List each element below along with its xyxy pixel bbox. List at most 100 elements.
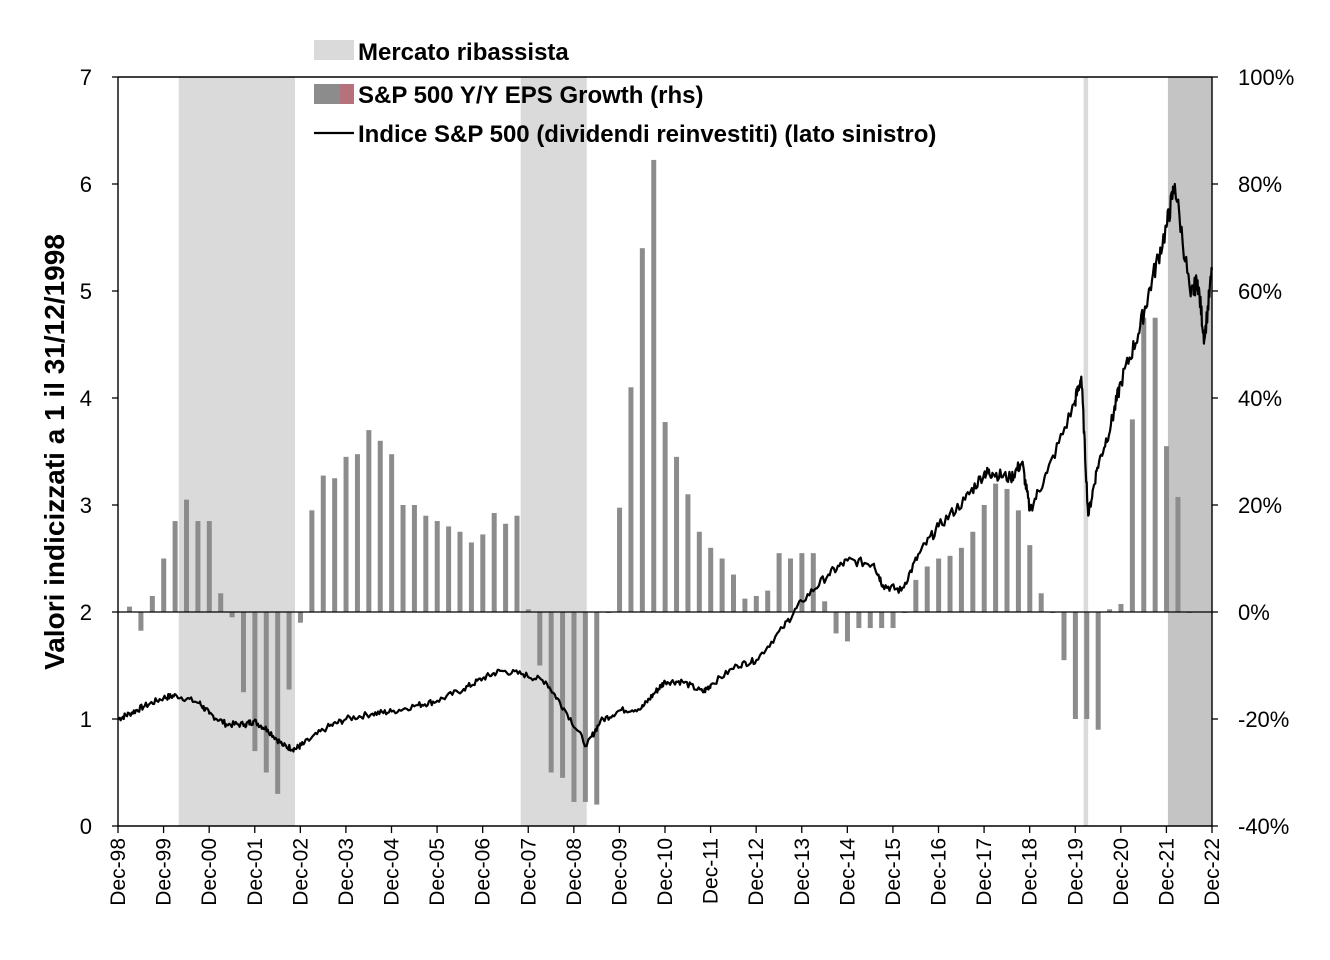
eps-bar bbox=[411, 505, 417, 612]
x-tick-label: Dec-01 bbox=[244, 838, 267, 906]
left-tick-label: 1 bbox=[80, 707, 92, 732]
eps-bar bbox=[138, 612, 144, 631]
eps-bar bbox=[161, 558, 167, 612]
eps-bar bbox=[309, 510, 315, 612]
eps-bar bbox=[981, 505, 987, 612]
eps-bar bbox=[184, 499, 190, 612]
eps-bar bbox=[1095, 612, 1101, 730]
eps-bar bbox=[389, 454, 395, 612]
eps-bar bbox=[206, 521, 212, 612]
eps-bar bbox=[1015, 510, 1021, 612]
eps-bar bbox=[240, 612, 246, 693]
eps-bar bbox=[674, 456, 680, 612]
eps-bar bbox=[446, 526, 452, 612]
eps-bar bbox=[1141, 317, 1147, 612]
x-tick-label: Dec-15 bbox=[882, 838, 905, 906]
eps-bar bbox=[491, 513, 497, 612]
eps-bar bbox=[799, 553, 805, 612]
x-tick-label: Dec-11 bbox=[700, 838, 723, 904]
eps-bar bbox=[936, 558, 942, 612]
eps-bar bbox=[1107, 609, 1113, 612]
right-tick-label: 100% bbox=[1238, 65, 1294, 90]
eps-bar bbox=[708, 547, 714, 612]
eps-bar bbox=[571, 612, 577, 802]
x-tick-label: Dec-19 bbox=[1064, 838, 1087, 906]
eps-bar bbox=[582, 612, 588, 802]
x-tick-label: Dec-00 bbox=[198, 838, 221, 906]
eps-bar bbox=[651, 159, 657, 613]
right-tick-label: 20% bbox=[1238, 493, 1282, 518]
right-tick-label: 80% bbox=[1238, 172, 1282, 197]
eps-bar bbox=[252, 612, 258, 752]
eps-bar bbox=[879, 612, 885, 629]
bear-market-bands bbox=[178, 77, 1212, 826]
right-tick-label: -40% bbox=[1238, 814, 1289, 839]
eps-bar bbox=[1084, 612, 1090, 719]
x-axis-ticks: Dec-98 Dec-99 Dec-00 Dec-01 Dec-02 Dec-03 Dec-… bbox=[107, 826, 1224, 906]
eps-bar bbox=[628, 387, 634, 612]
eps-bar bbox=[970, 531, 976, 612]
eps-bar bbox=[514, 515, 520, 612]
x-tick-label: Dec-02 bbox=[289, 838, 312, 906]
eps-bar bbox=[753, 595, 759, 612]
legend-index-label: Indice S&P 500 (dividendi reinvestiti) (… bbox=[358, 121, 936, 148]
x-tick-label: Dec-04 bbox=[381, 838, 404, 906]
x-tick-label: Dec-20 bbox=[1110, 838, 1133, 906]
eps-bar bbox=[525, 609, 531, 612]
eps-bar bbox=[662, 422, 668, 612]
left-tick-label: 3 bbox=[80, 493, 92, 518]
eps-bar bbox=[993, 483, 999, 612]
right-tick-label: 0% bbox=[1238, 600, 1270, 625]
eps-bar bbox=[1072, 612, 1078, 719]
x-tick-label: Dec-21 bbox=[1155, 838, 1178, 906]
eps-bar bbox=[685, 494, 691, 612]
left-axis-ticks: 0 1 2 3 4 5 6 7 bbox=[80, 65, 118, 839]
x-tick-label: Dec-05 bbox=[426, 838, 449, 906]
eps-bar bbox=[218, 593, 224, 612]
x-tick-label: Dec-10 bbox=[654, 838, 677, 906]
left-tick-label: 5 bbox=[80, 279, 92, 304]
eps-bar bbox=[343, 456, 349, 612]
eps-bar bbox=[639, 248, 645, 612]
eps-growth-bars bbox=[127, 159, 1192, 805]
eps-bar bbox=[822, 601, 828, 612]
eps-bar bbox=[776, 553, 782, 612]
eps-bar bbox=[1152, 317, 1158, 612]
x-tick-label: Dec-12 bbox=[745, 838, 768, 906]
x-tick-label: Dec-16 bbox=[928, 838, 951, 906]
left-tick-label: 7 bbox=[80, 65, 92, 90]
x-tick-label: Dec-14 bbox=[836, 838, 859, 906]
eps-bar bbox=[731, 574, 737, 612]
x-tick-label: Dec-06 bbox=[472, 838, 495, 906]
eps-bar bbox=[810, 553, 816, 612]
eps-bar bbox=[457, 531, 463, 612]
x-tick-label: Dec-09 bbox=[608, 838, 631, 906]
left-tick-label: 6 bbox=[80, 172, 92, 197]
eps-bar bbox=[765, 590, 771, 612]
eps-bar bbox=[434, 521, 440, 612]
index-series-line bbox=[117, 182, 1214, 753]
eps-bar bbox=[867, 612, 873, 629]
eps-bar bbox=[537, 612, 543, 666]
eps-bar bbox=[377, 440, 383, 612]
right-tick-label: -20% bbox=[1238, 707, 1289, 732]
eps-bar bbox=[297, 612, 303, 623]
legend-bear-label: Mercato ribassista bbox=[358, 39, 569, 66]
left-tick-label: 4 bbox=[80, 386, 92, 411]
left-axis-label: Valori indicizzati a 1 il 31/12/1998 bbox=[39, 234, 70, 670]
x-tick-label: Dec-22 bbox=[1201, 838, 1224, 906]
eps-bar bbox=[286, 612, 292, 690]
eps-bar bbox=[833, 612, 839, 634]
eps-bar bbox=[1118, 603, 1124, 612]
x-tick-label: Dec-08 bbox=[563, 838, 586, 906]
eps-bar bbox=[503, 523, 509, 612]
eps-bar bbox=[275, 612, 281, 794]
eps-bar bbox=[1164, 446, 1170, 612]
eps-bar bbox=[617, 507, 623, 612]
x-tick-label: Dec-18 bbox=[1019, 838, 1042, 906]
eps-bar bbox=[320, 475, 326, 612]
right-axis-ticks: -40% -20% 0% 20% 40% 60% 80% 100% bbox=[1212, 65, 1294, 839]
x-tick-label: Dec-99 bbox=[153, 838, 176, 906]
eps-bar bbox=[263, 612, 269, 773]
left-tick-label: 2 bbox=[80, 600, 92, 625]
